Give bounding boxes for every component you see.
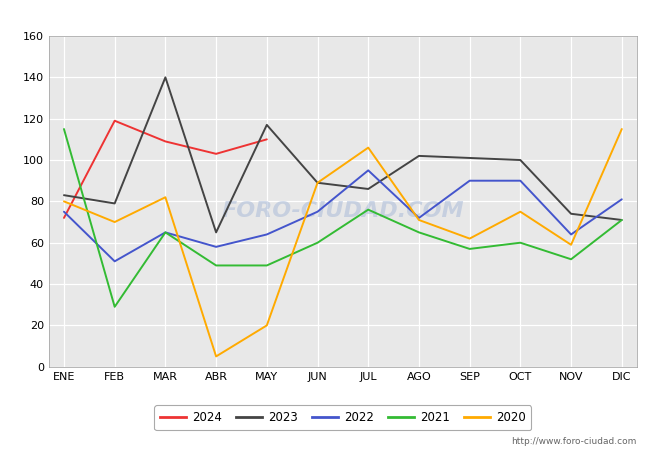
Text: FORO-CIUDAD.COM: FORO-CIUDAD.COM xyxy=(222,201,464,221)
Text: http://www.foro-ciudad.com: http://www.foro-ciudad.com xyxy=(512,436,637,446)
Legend: 2024, 2023, 2022, 2021, 2020: 2024, 2023, 2022, 2021, 2020 xyxy=(155,405,531,430)
Text: Matriculaciones de Vehiculos en Puerto del Rosario: Matriculaciones de Vehiculos en Puerto d… xyxy=(155,9,495,22)
